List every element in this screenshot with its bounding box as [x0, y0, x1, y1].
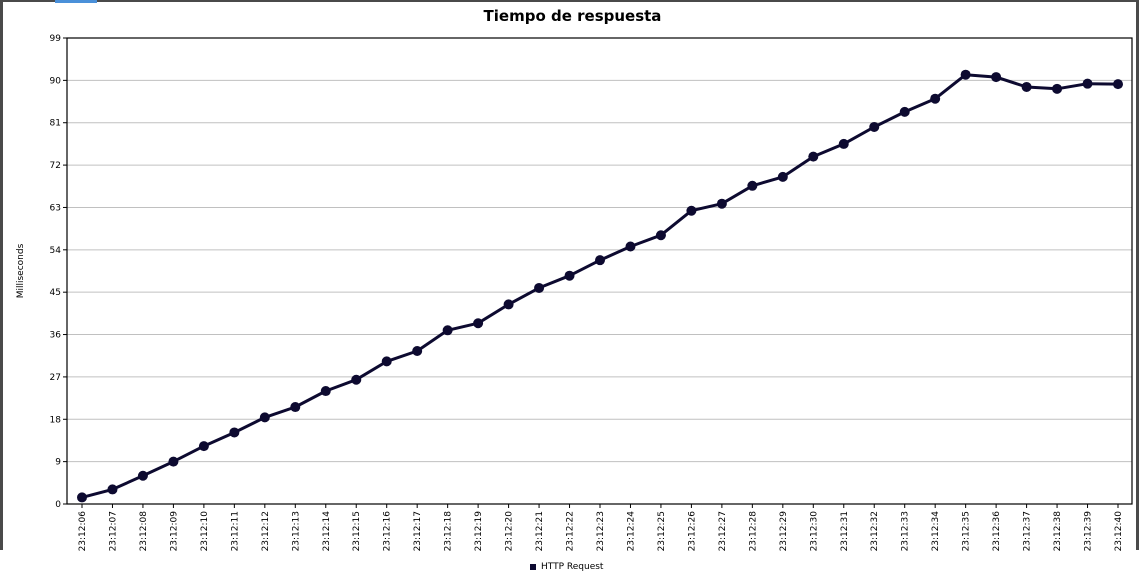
- x-tick-label: 23:12:31: [840, 511, 850, 551]
- chart-title: Tiempo de respuesta: [483, 7, 662, 25]
- data-point: [930, 93, 941, 104]
- data-point: [808, 151, 819, 162]
- y-tick-label: 81: [50, 119, 61, 129]
- x-tick-label: 23:12:26: [687, 511, 697, 552]
- data-point: [777, 171, 788, 182]
- x-tick-label: 23:12:33: [901, 511, 911, 551]
- data-point: [1052, 83, 1063, 94]
- x-tick-label: 23:12:24: [626, 511, 636, 552]
- y-tick-label: 72: [50, 161, 61, 171]
- plot-border: [66, 37, 1133, 505]
- x-tick-label: 23:12:18: [444, 511, 454, 552]
- x-tick-label: 23:12:12: [261, 511, 271, 551]
- data-point: [869, 121, 880, 132]
- data-point: [564, 270, 575, 281]
- data-point: [351, 374, 362, 385]
- x-tick-label: 23:12:40: [1114, 511, 1124, 552]
- data-point: [625, 241, 636, 252]
- window-tab-highlight: [55, 0, 97, 3]
- data-point: [655, 230, 666, 241]
- x-tick-label: 23:12:30: [809, 511, 819, 552]
- x-tick-label: 23:12:29: [779, 511, 789, 552]
- data-point: [991, 72, 1002, 83]
- data-point: [168, 456, 179, 467]
- x-tick-label: 23:12:16: [383, 511, 393, 552]
- x-tick-label: 23:12:06: [78, 511, 88, 552]
- data-point: [1082, 78, 1093, 89]
- x-tick-label: 23:12:08: [139, 511, 149, 552]
- data-point: [290, 402, 301, 413]
- y-tick-label: 0: [55, 500, 61, 510]
- data-point: [107, 484, 118, 495]
- legend: HTTP Request: [530, 562, 603, 572]
- x-tick-label: 23:12:17: [413, 511, 423, 551]
- legend-label: HTTP Request: [541, 562, 604, 572]
- data-point: [137, 470, 148, 481]
- data-point: [442, 325, 453, 336]
- data-point: [77, 492, 87, 503]
- data-point: [259, 412, 270, 423]
- x-tick-label: 23:12:36: [992, 511, 1002, 552]
- data-point: [960, 69, 971, 80]
- x-tick-label: 23:12:15: [352, 511, 362, 551]
- data-point: [534, 282, 545, 293]
- data-point: [838, 138, 849, 149]
- window-right-border: [1136, 0, 1139, 550]
- y-tick-label: 36: [50, 331, 62, 341]
- data-point: [716, 198, 727, 209]
- y-tick-label: 63: [50, 203, 61, 213]
- data-point: [1113, 79, 1123, 90]
- y-tick-label: 90: [50, 76, 62, 86]
- x-tick-label: 23:12:28: [748, 511, 758, 552]
- data-point: [198, 441, 209, 452]
- data-point: [686, 205, 697, 216]
- x-tick-label: 23:12:20: [505, 511, 515, 552]
- x-tick-label: 23:12:27: [718, 511, 728, 551]
- data-point: [899, 106, 910, 117]
- data-point: [381, 356, 392, 367]
- x-tick-label: 23:12:37: [1023, 511, 1033, 551]
- x-tick-label: 23:12:25: [657, 511, 667, 551]
- y-axis-label: Milliseconds: [16, 243, 26, 298]
- data-point: [1021, 81, 1032, 92]
- y-tick-label: 45: [50, 288, 61, 298]
- x-tick-label: 23:12:13: [291, 511, 301, 551]
- plot-area: [67, 38, 1132, 504]
- x-tick-label: 23:12:22: [566, 511, 576, 551]
- x-tick-label: 23:12:23: [596, 511, 606, 551]
- x-tick-label: 23:12:09: [169, 511, 179, 552]
- window-left-border: [0, 0, 3, 550]
- data-point: [595, 255, 605, 266]
- x-tick-label: 23:12:14: [322, 511, 332, 552]
- y-tick-label: 9: [55, 458, 61, 468]
- legend-swatch: [530, 564, 536, 570]
- x-tick-label: 23:12:11: [230, 511, 240, 551]
- x-tick-label: 23:12:32: [870, 511, 880, 551]
- data-point: [412, 346, 423, 357]
- y-tick-label: 54: [50, 246, 62, 256]
- y-tick-label: 18: [50, 415, 62, 425]
- data-point: [503, 299, 514, 310]
- x-tick-label: 23:12:35: [962, 511, 972, 551]
- x-tick-label: 23:12:34: [931, 511, 941, 552]
- x-tick-label: 23:12:10: [200, 511, 210, 552]
- window-top-border: [0, 0, 1139, 2]
- y-tick-label: 27: [50, 373, 61, 383]
- data-point: [320, 386, 331, 397]
- y-tick-label: 99: [50, 34, 62, 44]
- data-point: [747, 180, 758, 191]
- x-tick-label: 23:12:38: [1053, 511, 1063, 552]
- x-tick-label: 23:12:19: [474, 511, 484, 552]
- data-point: [473, 318, 484, 329]
- data-point: [229, 427, 240, 438]
- x-tick-label: 23:12:21: [535, 511, 545, 551]
- x-tick-label: 23:12:39: [1084, 511, 1094, 552]
- x-tick-label: 23:12:07: [108, 511, 118, 551]
